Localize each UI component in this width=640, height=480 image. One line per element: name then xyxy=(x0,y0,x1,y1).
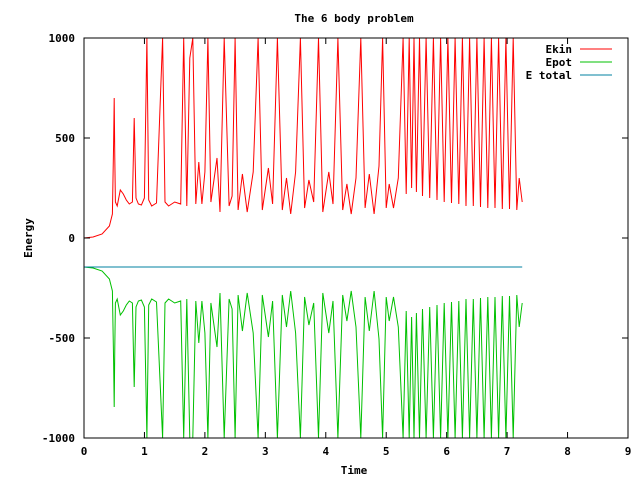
x-tick-label: 6 xyxy=(443,445,450,458)
x-tick-label: 9 xyxy=(625,445,632,458)
series-layer xyxy=(84,38,523,438)
y-axis-title: Energy xyxy=(22,218,35,258)
series-line-epot xyxy=(84,266,523,438)
plot-frame xyxy=(83,37,629,439)
y-tick-label: 500 xyxy=(55,132,75,145)
y-tick-label: -500 xyxy=(49,332,76,345)
x-tick-label: 2 xyxy=(202,445,209,458)
series-line-ekin xyxy=(84,38,523,239)
x-tick-label: 4 xyxy=(322,445,329,458)
chart-title: The 6 body problem xyxy=(294,12,414,25)
y-tick-label: -1000 xyxy=(42,432,75,445)
x-tick-label: 5 xyxy=(383,445,390,458)
legend-label-ekin: Ekin xyxy=(546,43,573,56)
x-tick-label: 3 xyxy=(262,445,269,458)
legend-label-e-total: E total xyxy=(526,69,572,82)
legend-label-epot: Epot xyxy=(546,56,573,69)
ticks-layer: 0 1 2 3 4 5 6 7 8 9 -1000 -500 0 500 1000 xyxy=(42,32,631,458)
x-tick-label: 7 xyxy=(504,445,511,458)
y-tick-label: 0 xyxy=(68,232,75,245)
x-tick-label: 8 xyxy=(564,445,571,458)
x-tick-label: 1 xyxy=(141,445,148,458)
y-tick-label: 1000 xyxy=(49,32,76,45)
x-tick-label: 0 xyxy=(81,445,88,458)
x-axis-title: Time xyxy=(341,464,368,477)
